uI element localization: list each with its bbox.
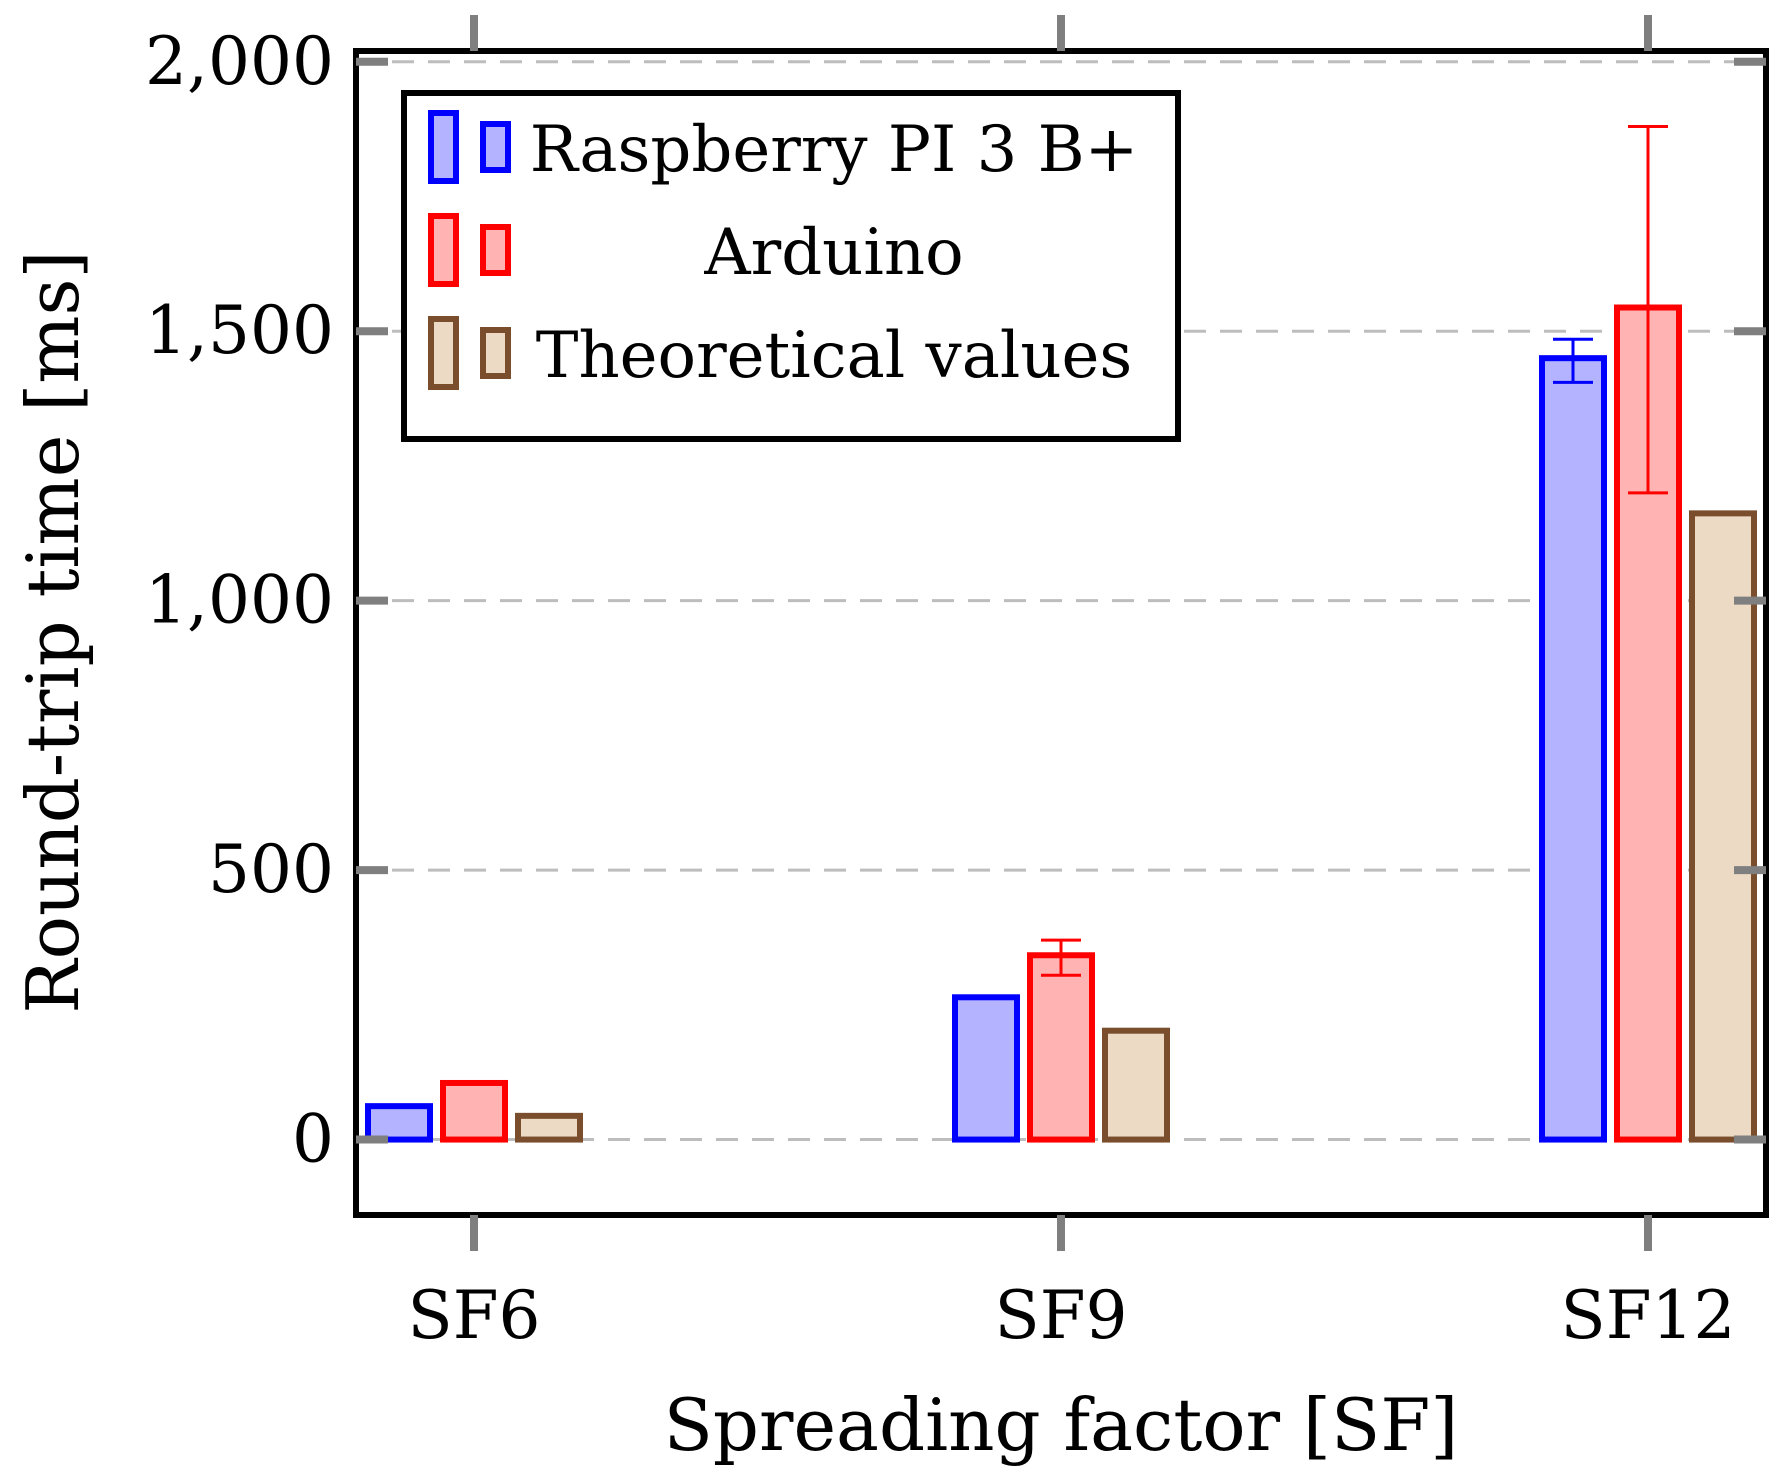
x-tick-label: SF12	[1561, 1277, 1736, 1354]
y-axis-label: Round-trip time [ms]	[11, 250, 95, 1013]
bar-theoretical-values-sf9	[1102, 1027, 1170, 1143]
legend-label: Arduino	[703, 216, 963, 290]
error-bars	[1041, 124, 1668, 977]
y-tick-label: 500	[208, 831, 334, 908]
legend-swatch	[480, 327, 511, 379]
legend-swatch	[480, 224, 511, 276]
legend-label: Theoretical values	[536, 319, 1133, 393]
y-tick-label: 0	[292, 1101, 334, 1178]
x-tick-label: SF9	[995, 1277, 1128, 1354]
bar-raspberry-pi-3-b--sf12	[1539, 355, 1607, 1143]
bar-arduino-sf9	[1027, 952, 1095, 1143]
legend-box	[401, 90, 1181, 442]
bar-theoretical-values-sf6	[515, 1112, 583, 1143]
legend-swatch	[428, 110, 459, 184]
legend-swatch	[428, 213, 459, 287]
bar-theoretical-values-sf12	[1689, 510, 1757, 1143]
y-tick-label: 1,000	[145, 562, 334, 639]
legend: Raspberry PI 3 B+ Arduino Theoretical valu…	[401, 90, 1181, 442]
x-tick-labels: SF6 SF9 SF12	[408, 1277, 1736, 1354]
y-tick-label: 1,500	[145, 292, 334, 369]
bar-raspberry-pi-3-b--sf6	[365, 1103, 433, 1143]
legend-label: Raspberry PI 3 B+	[530, 113, 1139, 187]
legend-swatch	[480, 121, 511, 173]
y-tick-label: 2,000	[145, 23, 334, 100]
y-tick-labels: 0 500 1,000 1,500 2,000	[145, 23, 334, 1178]
x-axis-label: Spreading factor [SF]	[664, 1383, 1459, 1467]
bar-raspberry-pi-3-b--sf9	[952, 994, 1020, 1143]
axis-ticks	[356, 15, 1766, 1251]
x-tick-label: SF6	[408, 1277, 541, 1354]
bar-arduino-sf6	[440, 1079, 508, 1143]
legend-swatch	[428, 316, 459, 390]
